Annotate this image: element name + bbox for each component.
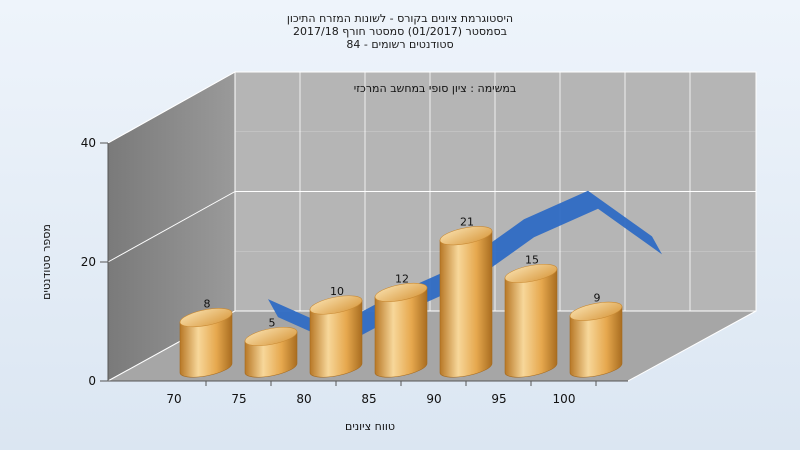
chart-title-line-1: היסטוגרמת ציונים בקורס - לשונות המזרח הת…	[287, 12, 513, 25]
bar-80: 10	[309, 285, 363, 378]
chart-title-line-3: סטודנטים רשומים - 84	[346, 38, 453, 51]
bar-value-label: 5	[269, 317, 276, 330]
gridline-side-1	[107, 191, 236, 263]
bar-value-label: 8	[204, 298, 211, 311]
bar-85: 12	[374, 272, 428, 378]
x-tick-label: 95	[491, 392, 506, 406]
gridline-side-2	[107, 71, 236, 144]
bar-body	[569, 306, 623, 378]
bar-cap	[569, 301, 623, 321]
bar-95: 15	[504, 254, 558, 378]
bar-layer: 8 5 10 12 21 15 9	[179, 216, 623, 378]
bar-70: 8	[179, 298, 233, 378]
x-tick-label: 80	[296, 392, 311, 406]
bar-value-label: 9	[594, 291, 601, 304]
bar-cap	[179, 308, 233, 328]
y-tick-labels: 0 20 40	[81, 136, 109, 388]
y-tick-label: 0	[88, 374, 96, 388]
x-tick-label: 100	[553, 392, 576, 406]
bar-body	[374, 287, 428, 378]
bar-value-label: 10	[330, 285, 344, 298]
bar-body	[504, 268, 558, 378]
bar-value-label: 15	[525, 254, 539, 267]
bar-75: 5	[244, 317, 298, 378]
x-tick-label: 70	[166, 392, 181, 406]
x-tick-labels: 70 75 80 85 90 95 100	[108, 380, 628, 406]
y-tick-label: 20	[81, 255, 96, 269]
x-tick-label: 85	[361, 392, 376, 406]
x-tick-label: 90	[426, 392, 441, 406]
bar-body	[179, 312, 233, 378]
bar-body	[309, 300, 363, 378]
y-axis-title: מספר סטודנטים	[40, 224, 53, 300]
bar-cap	[374, 282, 428, 302]
chart-title-line-2: בסמסטר (01/2017) סמסטר חורף 2017/18	[293, 25, 507, 38]
bar-cap	[309, 295, 363, 315]
bar-90: 21	[439, 216, 493, 378]
bar-cap	[504, 263, 558, 284]
bar-100: 9	[569, 291, 623, 378]
bar-cap	[439, 226, 493, 246]
bar-body	[439, 230, 493, 378]
x-tick-label: 75	[231, 392, 246, 406]
x-axis-title: טווח ציונים	[345, 420, 395, 433]
bar-value-label: 12	[395, 272, 409, 285]
bar-cap	[244, 326, 298, 347]
chart-subtitle: במשימה : ציון סופי במחשב המרכזי	[354, 82, 517, 95]
bar-value-label: 21	[460, 216, 474, 229]
y-tick-label: 40	[81, 136, 96, 150]
